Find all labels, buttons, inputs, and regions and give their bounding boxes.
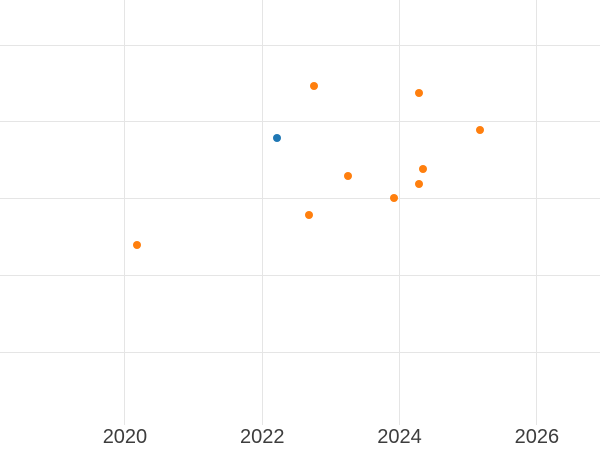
y-gridline xyxy=(0,198,600,200)
x-tick-label: 2020 xyxy=(102,426,148,448)
x-tick-label: 2024 xyxy=(377,426,422,448)
data-point-orange xyxy=(309,81,318,90)
x-tick-label: 2022 xyxy=(239,426,285,448)
x-gridline xyxy=(399,0,401,425)
y-gridline xyxy=(0,121,600,123)
data-point-blue xyxy=(273,134,282,143)
x-gridline xyxy=(124,0,126,425)
data-point-orange xyxy=(344,171,353,180)
y-gridline xyxy=(0,44,600,46)
y-gridline xyxy=(0,274,600,276)
y-gridline xyxy=(0,351,600,353)
x-axis: 2020 2022 2024 2026 xyxy=(0,425,600,450)
data-point-orange xyxy=(414,180,423,189)
data-point-orange xyxy=(390,193,399,202)
data-point-orange xyxy=(133,240,142,249)
data-point-orange xyxy=(475,126,484,135)
x-gridline xyxy=(261,0,263,425)
data-point-orange xyxy=(414,88,423,97)
data-point-orange xyxy=(418,164,427,173)
plot-area xyxy=(0,0,600,425)
x-gridline xyxy=(536,0,538,425)
data-point-orange xyxy=(304,210,313,219)
x-tick-label: 2026 xyxy=(514,426,560,448)
